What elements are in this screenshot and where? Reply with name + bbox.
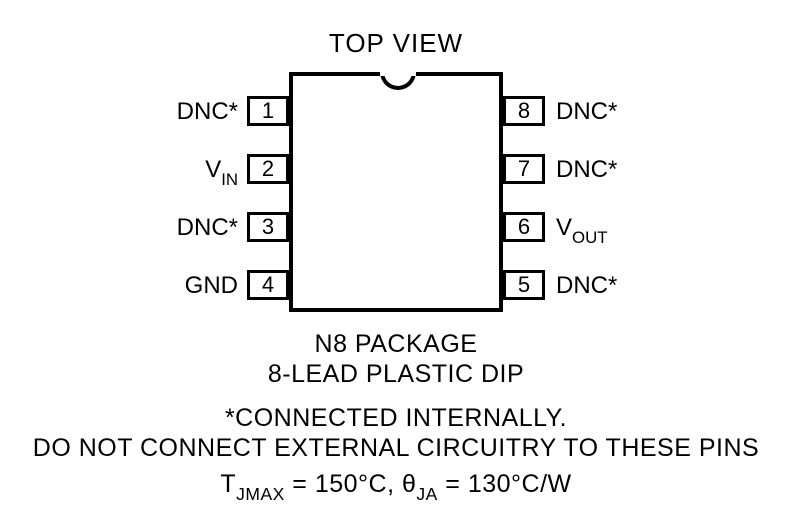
theta-sub: JA xyxy=(416,484,437,504)
pin-7-box: 7 xyxy=(503,154,545,184)
pin-5-label: DNC* xyxy=(556,272,617,300)
pin-6-label-text: V xyxy=(556,214,572,241)
note-line-2: DO NOT CONNECT EXTERNAL CIRCUITRY TO THE… xyxy=(0,434,792,463)
package-name: N8 PACKAGE xyxy=(0,330,792,359)
theta-label: θ xyxy=(402,470,416,498)
theta-value: = 130°C/W xyxy=(438,470,572,498)
pin-2-label: VIN xyxy=(205,156,238,188)
pin-1-box: 1 xyxy=(247,96,289,126)
pin-2-label-sub: IN xyxy=(221,170,238,189)
pin-1-label: DNC* xyxy=(177,98,238,126)
pin-1-label-text: DNC* xyxy=(177,98,238,125)
pin-3-box: 3 xyxy=(247,212,289,242)
pin-5-box: 5 xyxy=(503,270,545,300)
pin-7-label: DNC* xyxy=(556,156,617,184)
diagram-container: TOP VIEW 1DNC*2VIN3DNC*4GND8DNC*7DNC*6VO… xyxy=(0,0,792,527)
pin-7-label-text: DNC* xyxy=(556,156,617,183)
tjmax-label: T xyxy=(220,470,236,498)
chip-area: 1DNC*2VIN3DNC*4GND8DNC*7DNC*6VOUT5DNC* xyxy=(0,66,792,326)
pin-3-label: DNC* xyxy=(177,214,238,242)
chip-body xyxy=(289,72,503,312)
tjmax-sub: JMAX xyxy=(236,484,285,504)
pin-5-label-text: DNC* xyxy=(556,272,617,299)
package-desc: 8-LEAD PLASTIC DIP xyxy=(0,360,792,389)
pin-8-label: DNC* xyxy=(556,98,617,126)
top-view-title: TOP VIEW xyxy=(0,28,792,59)
pin-8-label-text: DNC* xyxy=(556,98,617,125)
pin-6-label-sub: OUT xyxy=(572,228,607,247)
pin-4-label: GND xyxy=(185,272,238,300)
pin-4-box: 4 xyxy=(247,270,289,300)
pin-2-box: 2 xyxy=(247,154,289,184)
chip-notch-cover xyxy=(380,70,416,76)
pin-2-label-text: V xyxy=(205,156,221,183)
pin-3-label-text: DNC* xyxy=(177,214,238,241)
thermal-specs: TJMAX = 150°C, θJA = 130°C/W xyxy=(0,470,792,503)
note-line-1: *CONNECTED INTERNALLY. xyxy=(0,404,792,433)
pin-6-label: VOUT xyxy=(556,214,607,246)
pin-6-box: 6 xyxy=(503,212,545,242)
tjmax-value: = 150°C, xyxy=(285,470,402,498)
pin-4-label-text: GND xyxy=(185,272,238,299)
pin-8-box: 8 xyxy=(503,96,545,126)
